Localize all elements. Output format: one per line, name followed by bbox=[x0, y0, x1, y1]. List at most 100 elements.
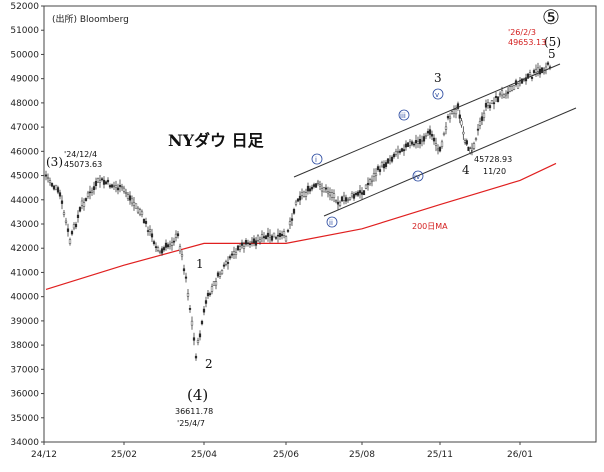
price-bar-body bbox=[436, 148, 440, 151]
price-bar-body bbox=[508, 86, 512, 92]
price-bar-body bbox=[120, 186, 124, 189]
price-bar-body bbox=[228, 256, 232, 259]
price-bar-body bbox=[386, 158, 390, 164]
wave-5-date: '26/2/3 bbox=[508, 28, 536, 37]
price-bar-body bbox=[474, 138, 478, 140]
price-bar-body bbox=[194, 355, 198, 359]
price-bar-body bbox=[428, 129, 432, 135]
price-bar-body bbox=[280, 234, 284, 236]
x-tick-label: 26/01 bbox=[507, 450, 533, 460]
y-tick-label: 46000 bbox=[10, 147, 39, 157]
price-bar-body bbox=[238, 246, 242, 250]
y-axis-ticks: 34000 35000 36000 37000 38000 39000 40000 41000… bbox=[10, 2, 39, 448]
price-bar-body bbox=[300, 192, 304, 196]
price-bar-body bbox=[222, 264, 226, 267]
price-bar-body bbox=[260, 234, 264, 239]
price-bar-body bbox=[454, 109, 458, 115]
price-bar-body bbox=[380, 162, 384, 167]
subwave-iv-label: iv bbox=[414, 173, 420, 181]
price-bar-body bbox=[442, 133, 446, 135]
price-bar-body bbox=[480, 116, 484, 121]
price-bar-body bbox=[146, 230, 150, 232]
price-bar-body bbox=[486, 102, 490, 106]
price-bar-body bbox=[262, 236, 266, 239]
price-bar-body bbox=[418, 138, 422, 145]
price-bar-body bbox=[408, 141, 412, 146]
price-bar-body bbox=[70, 231, 74, 235]
price-bar-body bbox=[320, 188, 324, 192]
price-bar-body bbox=[162, 247, 166, 251]
price-bar-body bbox=[180, 254, 184, 257]
price-bar-body bbox=[370, 179, 374, 182]
price-bar-body bbox=[268, 234, 272, 238]
price-bar-body bbox=[298, 195, 302, 201]
price-bar-body bbox=[314, 183, 318, 188]
price-bar-body bbox=[410, 141, 414, 145]
price-bar-body bbox=[54, 184, 58, 191]
price-bar-body bbox=[476, 128, 480, 131]
price-bar-body bbox=[446, 115, 450, 119]
price-bar-body bbox=[90, 190, 94, 193]
price-bar-body bbox=[106, 179, 110, 183]
price-bar-body bbox=[256, 235, 260, 241]
price-bar-body bbox=[296, 198, 300, 202]
price-bar-body bbox=[248, 243, 252, 245]
price-bar-body bbox=[516, 83, 520, 89]
price-bar-body bbox=[164, 242, 168, 248]
price-bar-body bbox=[244, 240, 248, 245]
price-bar-body bbox=[226, 262, 230, 264]
y-tick-label: 40000 bbox=[10, 293, 39, 303]
subwave-3-label: 3 bbox=[434, 71, 442, 85]
price-bar-body bbox=[530, 76, 534, 79]
ma200-line bbox=[45, 162, 557, 290]
price-bar-body bbox=[188, 308, 192, 310]
y-tick-label: 50000 bbox=[10, 50, 39, 60]
price-bar-body bbox=[56, 187, 60, 193]
price-bar-body bbox=[100, 178, 104, 181]
price-bar-body bbox=[250, 240, 254, 243]
price-bar-body bbox=[490, 100, 494, 104]
price-bar-body bbox=[96, 178, 100, 183]
price-bar-body bbox=[74, 223, 78, 228]
price-bar-body bbox=[118, 185, 122, 187]
subwave-5-label: 5 bbox=[548, 47, 556, 61]
subwave-v-marker bbox=[432, 88, 444, 100]
ma200-label: 200日MA bbox=[412, 222, 448, 231]
price-bar-body bbox=[422, 136, 426, 142]
price-bar-body bbox=[246, 242, 250, 244]
price-bar-body bbox=[463, 140, 467, 143]
price-bar-body bbox=[278, 233, 282, 237]
y-tick-label: 35000 bbox=[10, 414, 39, 424]
price-bar-body bbox=[136, 207, 140, 213]
price-bar-body bbox=[198, 333, 202, 338]
price-bar-body bbox=[350, 193, 354, 197]
price-bar-body bbox=[456, 103, 460, 109]
price-bar-body bbox=[340, 196, 344, 202]
price-bar-body bbox=[110, 184, 114, 188]
price-bar-body bbox=[272, 232, 276, 238]
price-bar-body bbox=[504, 93, 508, 96]
price-bar-body bbox=[254, 240, 258, 246]
price-bar-body bbox=[224, 261, 228, 265]
price-bar-body bbox=[174, 233, 178, 238]
y-tick-label: 48000 bbox=[10, 99, 39, 109]
price-bar-body bbox=[308, 188, 312, 192]
price-bar-body bbox=[378, 169, 382, 172]
wave-3-label: (3) bbox=[46, 155, 63, 169]
price-bar-body bbox=[46, 177, 50, 179]
subwave-i-marker bbox=[311, 153, 323, 165]
price-bar-body bbox=[538, 68, 542, 75]
subwave-iii-marker bbox=[398, 109, 410, 121]
price-bar-body bbox=[358, 190, 362, 194]
price-bar-body bbox=[348, 197, 352, 200]
price-bar-body bbox=[196, 340, 200, 343]
price-bar-body bbox=[384, 162, 388, 167]
price-bar-body bbox=[488, 105, 492, 109]
price-bar-body bbox=[86, 192, 90, 197]
price-bar-body bbox=[132, 201, 136, 206]
price-bar-body bbox=[60, 200, 64, 204]
price-bar-body bbox=[492, 102, 496, 105]
y-tick-label: 38000 bbox=[10, 341, 39, 351]
channel-lower-line bbox=[323, 107, 577, 217]
